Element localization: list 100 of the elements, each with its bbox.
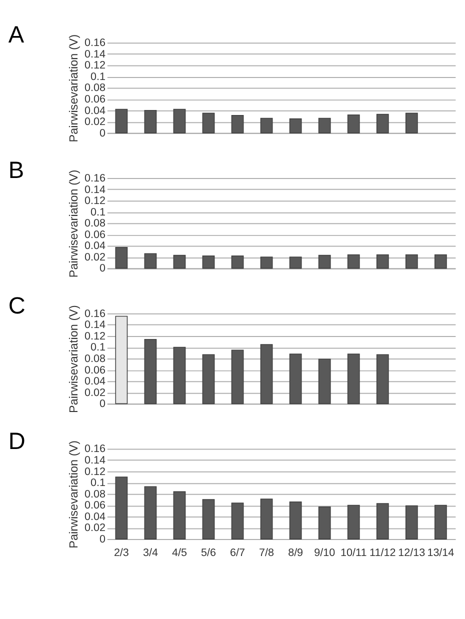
y-axis-title: Pairwisevariation (V): [68, 305, 81, 413]
bar: [260, 344, 273, 404]
bar: [347, 354, 360, 404]
bar: [115, 316, 128, 404]
y-tick-label: 0.06: [84, 228, 106, 241]
y-tick-label: 0: [99, 127, 106, 140]
y-tick-label: 0.04: [84, 510, 106, 523]
y-tick-label: 0.06: [84, 94, 106, 106]
chart-title: B: [8, 157, 24, 184]
y-axis-title: Pairwisevariation (V): [68, 34, 81, 142]
y-tick-label: 0.12: [84, 466, 106, 478]
y-tick-label: 0.1: [90, 206, 106, 218]
y-tick-label: 0.04: [84, 240, 106, 252]
y-axis-title: Pairwisevariation (V): [68, 440, 81, 548]
bar: [289, 256, 302, 269]
y-tick-label: 0.14: [84, 319, 106, 332]
chart-title: C: [8, 292, 26, 318]
y-tick-label: 0.08: [84, 218, 106, 230]
y-tick-label: 0: [99, 398, 106, 410]
bar: [144, 338, 157, 404]
bar: [173, 108, 186, 134]
x-tick-label: 13/14: [427, 547, 454, 560]
x-tick-label: 8/9: [288, 547, 304, 560]
bar: [260, 256, 273, 269]
y-tick-label: 0.06: [84, 364, 106, 376]
y-tick-label: 0.16: [84, 308, 106, 320]
x-tick-label: 12/13: [398, 547, 426, 560]
y-tick-label: 0.06: [84, 500, 106, 512]
y-tick-label: 0.02: [84, 116, 106, 128]
y-tick-label: 0.04: [84, 104, 106, 117]
bar: [260, 118, 273, 134]
bar: [434, 254, 447, 269]
bar: [202, 499, 215, 540]
y-tick-label: 0.02: [84, 522, 106, 534]
y-tick-label: 0.12: [84, 60, 106, 72]
x-tick-label: 2/3: [114, 547, 129, 560]
y-tick-label: 0.08: [84, 82, 106, 94]
bar: [376, 254, 389, 269]
chart-title: D: [8, 428, 26, 454]
bar: [173, 346, 186, 404]
bar: [405, 505, 418, 540]
bar: [231, 115, 244, 134]
y-tick-label: 0.08: [84, 488, 106, 500]
bar: [231, 256, 244, 269]
bar: [289, 501, 302, 540]
bar: [434, 504, 447, 540]
bar: [144, 486, 157, 540]
bar: [231, 502, 244, 540]
bar: [376, 114, 389, 134]
x-tick-label: 3/4: [142, 547, 158, 560]
bar: [318, 254, 331, 269]
y-tick-label: 0.08: [84, 352, 106, 365]
y-tick-label: 0.14: [84, 454, 106, 467]
bar: [173, 254, 186, 269]
y-tick-label: 0.04: [84, 376, 106, 388]
bar: [173, 491, 186, 540]
bar: [289, 354, 302, 404]
bar: [202, 112, 215, 134]
x-tick-label: 7/8: [259, 547, 274, 560]
bar: [115, 247, 128, 269]
bar: [405, 112, 418, 134]
y-tick-label: 0.16: [84, 443, 106, 456]
y-tick-label: 0.1: [90, 70, 106, 83]
bar: [289, 118, 302, 134]
bar: [144, 253, 157, 269]
bar: [405, 254, 418, 269]
bar: [202, 256, 215, 269]
y-tick-label: 0.12: [84, 330, 106, 342]
bar: [115, 108, 128, 134]
x-tick-label: 4/5: [172, 547, 187, 560]
bar: [115, 476, 128, 540]
chart-title: A: [8, 22, 24, 48]
bar: [347, 254, 360, 269]
bar: [144, 110, 157, 134]
x-tick-label: 6/7: [230, 547, 246, 560]
x-tick-label: 9/10: [314, 547, 336, 560]
y-axis-title: Pairwisevariation (V): [68, 170, 81, 278]
bar: [376, 503, 389, 540]
y-tick-label: 0.1: [90, 477, 106, 490]
y-tick-label: 0.16: [84, 172, 106, 184]
bar: [260, 498, 273, 540]
y-tick-label: 0.12: [84, 195, 106, 208]
bar: [231, 350, 244, 404]
bar: [347, 504, 360, 540]
y-tick-label: 0.16: [84, 37, 106, 50]
y-tick-label: 0.02: [84, 251, 106, 264]
y-tick-label: 0.02: [84, 386, 106, 399]
x-tick-label: 10/11: [340, 547, 367, 560]
y-tick-label: 0: [99, 533, 106, 546]
bar: [202, 354, 215, 404]
x-tick-label: 11/12: [370, 547, 396, 560]
bar: [347, 114, 360, 134]
y-tick-label: 0: [99, 262, 106, 275]
bar: [318, 358, 331, 404]
y-tick-label: 0.14: [84, 184, 106, 196]
x-tick-label: 5/6: [201, 547, 216, 560]
y-tick-label: 0.14: [84, 48, 106, 60]
bar: [376, 354, 389, 404]
bar: [318, 506, 331, 540]
y-tick-label: 0.1: [90, 342, 106, 354]
